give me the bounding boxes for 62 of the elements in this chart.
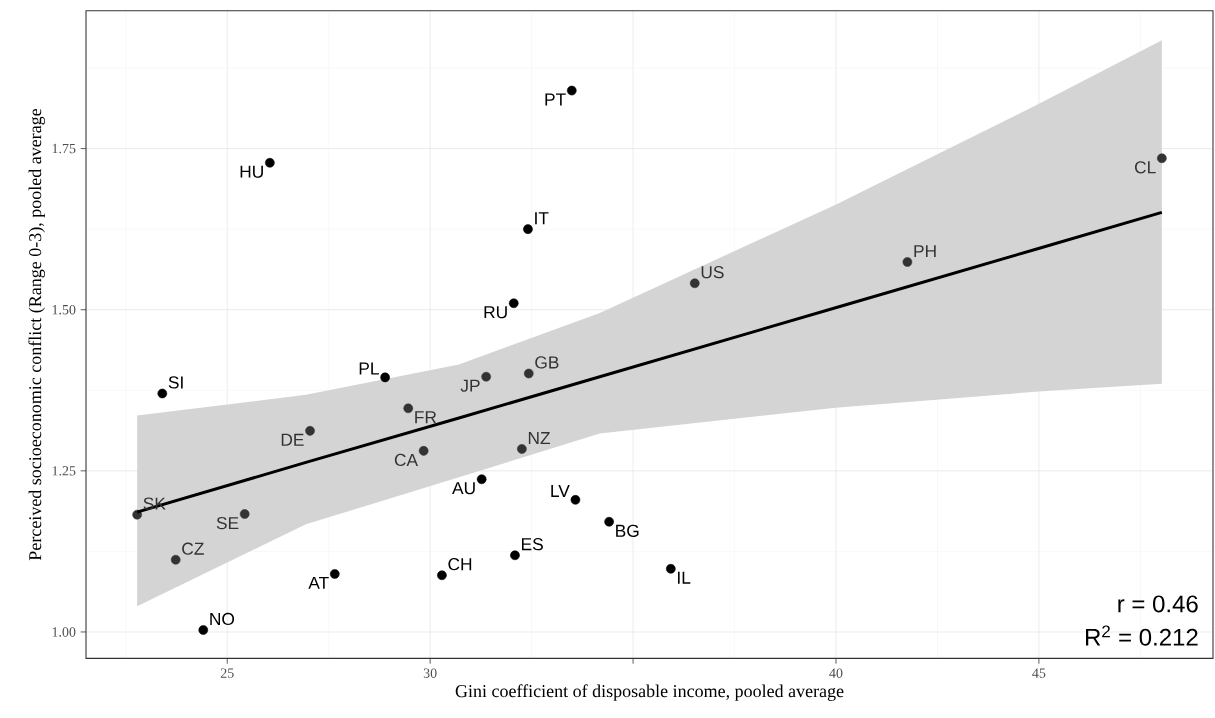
- point: [476, 474, 487, 485]
- point: [198, 625, 209, 635]
- annotation: NZ: [528, 432, 551, 444]
- annotation: PT: [545, 93, 566, 106]
- point: [329, 569, 340, 579]
- annotation: GB: [535, 356, 559, 369]
- annotation: IL: [678, 571, 691, 584]
- annotation: r = 0.46: [1118, 595, 1198, 613]
- annotation: DE: [281, 433, 304, 446]
- point: [418, 446, 429, 456]
- annotation: PL: [359, 362, 379, 375]
- annotation: NO: [210, 612, 235, 626]
- point: [403, 403, 414, 414]
- y-tick-label: 1.50: [52, 304, 76, 315]
- y-tick-label: 1.00: [52, 627, 76, 637]
- annotation: HU: [240, 165, 263, 178]
- annotation: ES: [521, 538, 543, 551]
- annotation: FR: [415, 411, 437, 424]
- point: [1157, 153, 1167, 164]
- point: [566, 85, 577, 96]
- point: [523, 224, 533, 234]
- x-tick-label: 45: [1032, 668, 1046, 678]
- annotation: CZ: [182, 542, 204, 555]
- annotation: PH: [914, 245, 936, 258]
- point: [523, 368, 534, 379]
- point: [689, 278, 700, 289]
- point: [170, 554, 181, 565]
- y-axis-title: Perceived socioeconomic conflict (Range 0-3), pooled average: [28, 108, 45, 561]
- annotation: R$^{2}$ = 0.212: [1086, 625, 1198, 646]
- point: [305, 426, 315, 436]
- x-tick-label: 30: [423, 668, 437, 678]
- annotation: CH: [448, 558, 472, 571]
- x-tick-label: 40: [829, 668, 843, 678]
- point: [380, 372, 390, 383]
- point: [666, 564, 676, 574]
- annotation: BG: [616, 524, 639, 537]
- annotation: LV: [551, 484, 570, 497]
- y-tick-label: 1.75: [52, 143, 76, 154]
- annotation: AT: [308, 576, 329, 589]
- point: [157, 388, 168, 399]
- point: [570, 495, 581, 505]
- annotation: RU: [484, 306, 507, 319]
- y-tick-label: 1.25: [52, 466, 76, 476]
- point: [437, 570, 447, 581]
- annotation: AU: [452, 482, 475, 495]
- annotation: SI: [168, 376, 183, 389]
- annotation: IT: [535, 212, 549, 225]
- point: [604, 516, 614, 527]
- point: [481, 371, 491, 382]
- point: [510, 550, 520, 561]
- annotation: US: [701, 266, 724, 279]
- point: [517, 444, 527, 454]
- annotation: SE: [216, 516, 239, 530]
- annotation: CL: [1134, 161, 1156, 174]
- annotation: CA: [394, 453, 419, 467]
- point: [902, 257, 913, 267]
- point: [265, 157, 275, 168]
- annotation: JP: [460, 379, 480, 392]
- x-axis-title: Gini coefficient of disposable income, pooled average: [455, 684, 844, 701]
- x-tick-label: 25: [220, 668, 234, 678]
- point: [508, 298, 519, 309]
- point: [239, 509, 250, 519]
